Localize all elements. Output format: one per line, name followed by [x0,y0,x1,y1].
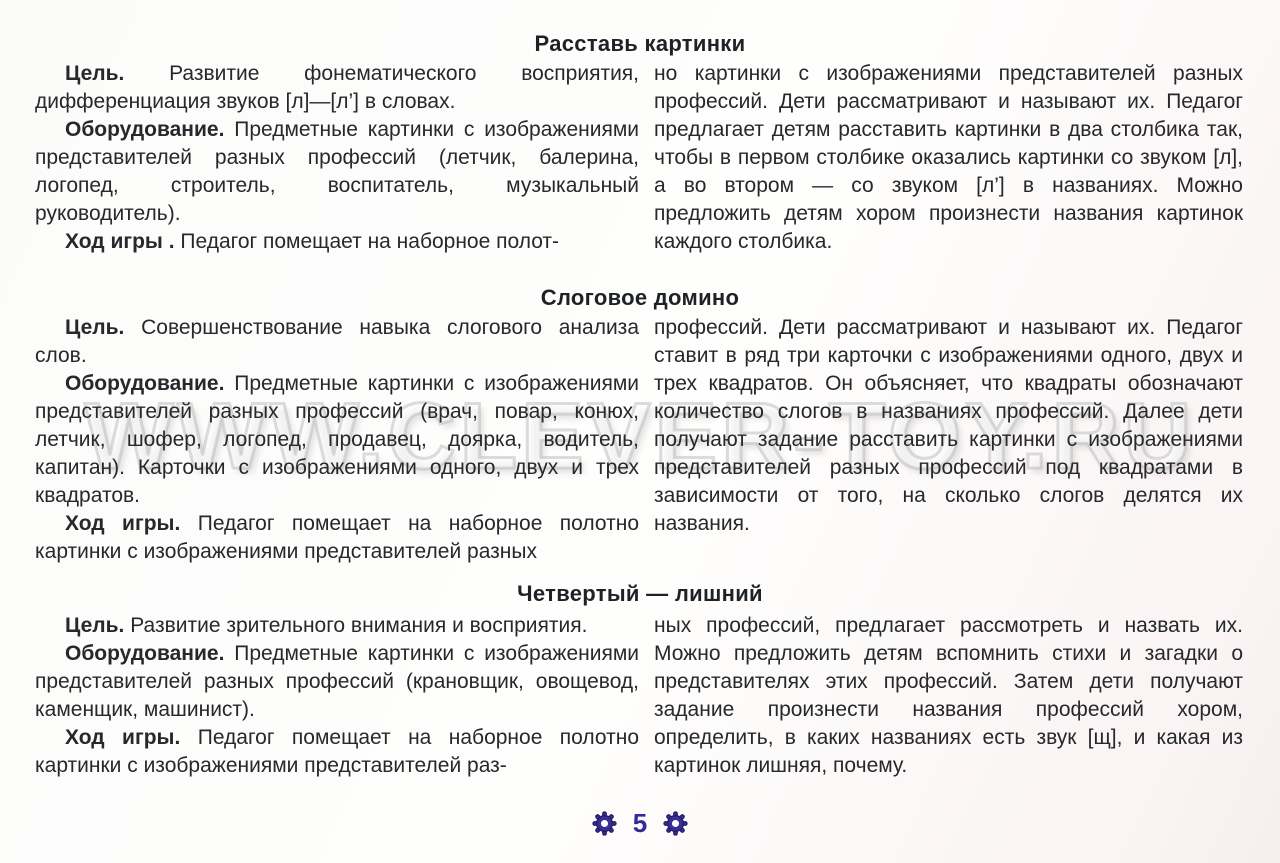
goal-paragraph: Цель. Развитие зрительного внимания и во… [35,612,639,640]
section3-left-column: Цель. Развитие зрительного внимания и во… [35,612,639,780]
procedure-label: Ход игры . [65,230,175,253]
procedure-continuation: профессий. Дети рассматривают и называют… [654,316,1243,535]
section2-right-column: профессий. Дети рассматривают и называют… [654,314,1243,538]
equipment-paragraph: Оборудование. Предметные картинки с изоб… [35,370,639,510]
game-title-slogovoe-domino: Слоговое домино [540,285,740,310]
procedure-text: Педагог помещает на наборное полот- [180,230,560,253]
gear-icon [592,810,617,836]
equipment-paragraph: Оборудование. Предметные картинки с изоб… [35,640,639,724]
procedure-text: Педагог помещает на наборное полотно кар… [35,512,639,563]
equipment-label: Оборудование. [65,118,225,141]
equipment-text: Предметные картинки с изображениями пред… [35,372,639,507]
equipment-label: Оборудование. [65,642,225,665]
goal-text: Развитие зрительного внимания и восприят… [130,614,588,637]
equipment-paragraph: Оборудование. Предметные картинки с изоб… [35,116,639,228]
section2-left-column: Цель. Совершенствование навыка слогового… [35,314,639,566]
equipment-label: Оборудование. [65,372,225,395]
procedure-continuation: ных профессий, предлагает рассмотреть и … [654,614,1243,777]
goal-paragraph: Цель. Совершенствование навыка слогового… [35,314,639,370]
procedure-paragraph: Ход игры. Педагог помещает на наборное п… [35,510,639,566]
section1-right-column: но картинки с изображениями представител… [654,60,1243,256]
page-number: 5 [632,808,648,838]
procedure-label: Ход игры. [65,726,181,749]
section3-right-column: ных профессий, предлагает рассмотреть и … [654,612,1243,780]
procedure-paragraph: Ход игры . Педагог помещает на наборное … [35,228,639,256]
procedure-label: Ход игры. [65,512,181,535]
procedure-text: Педагог помещает на наборное полотно кар… [35,726,639,777]
equipment-text: Предметные картинки с изображениями пред… [35,642,639,721]
watermark: WWW.CLEVER-TOY.RU [83,382,1196,490]
section1-left-column: Цель. Развитие фонематического восприяти… [35,60,639,256]
goal-paragraph: Цель. Развитие фонематического восприяти… [35,60,639,116]
goal-text: Развитие фонематического восприятия, диф… [35,62,639,113]
gear-icon [663,810,688,836]
equipment-text: Предметные картинки с изображениями пред… [35,118,639,225]
game-title-chetvertyi-lishnii: Четвертый — лишний [517,581,763,606]
game-title-rasstav-kartinki: Расставь картинки [534,31,746,56]
goal-label: Цель. [65,316,125,339]
page-footer: 5 [0,810,1280,836]
goal-text: Совершенствование навыка слогового анали… [35,316,639,367]
procedure-paragraph: Ход игры. Педагог помещает на наборное п… [35,724,639,780]
procedure-continuation: но картинки с изображениями представител… [654,62,1243,253]
goal-label: Цель. [65,614,125,637]
goal-label: Цель. [65,62,125,85]
